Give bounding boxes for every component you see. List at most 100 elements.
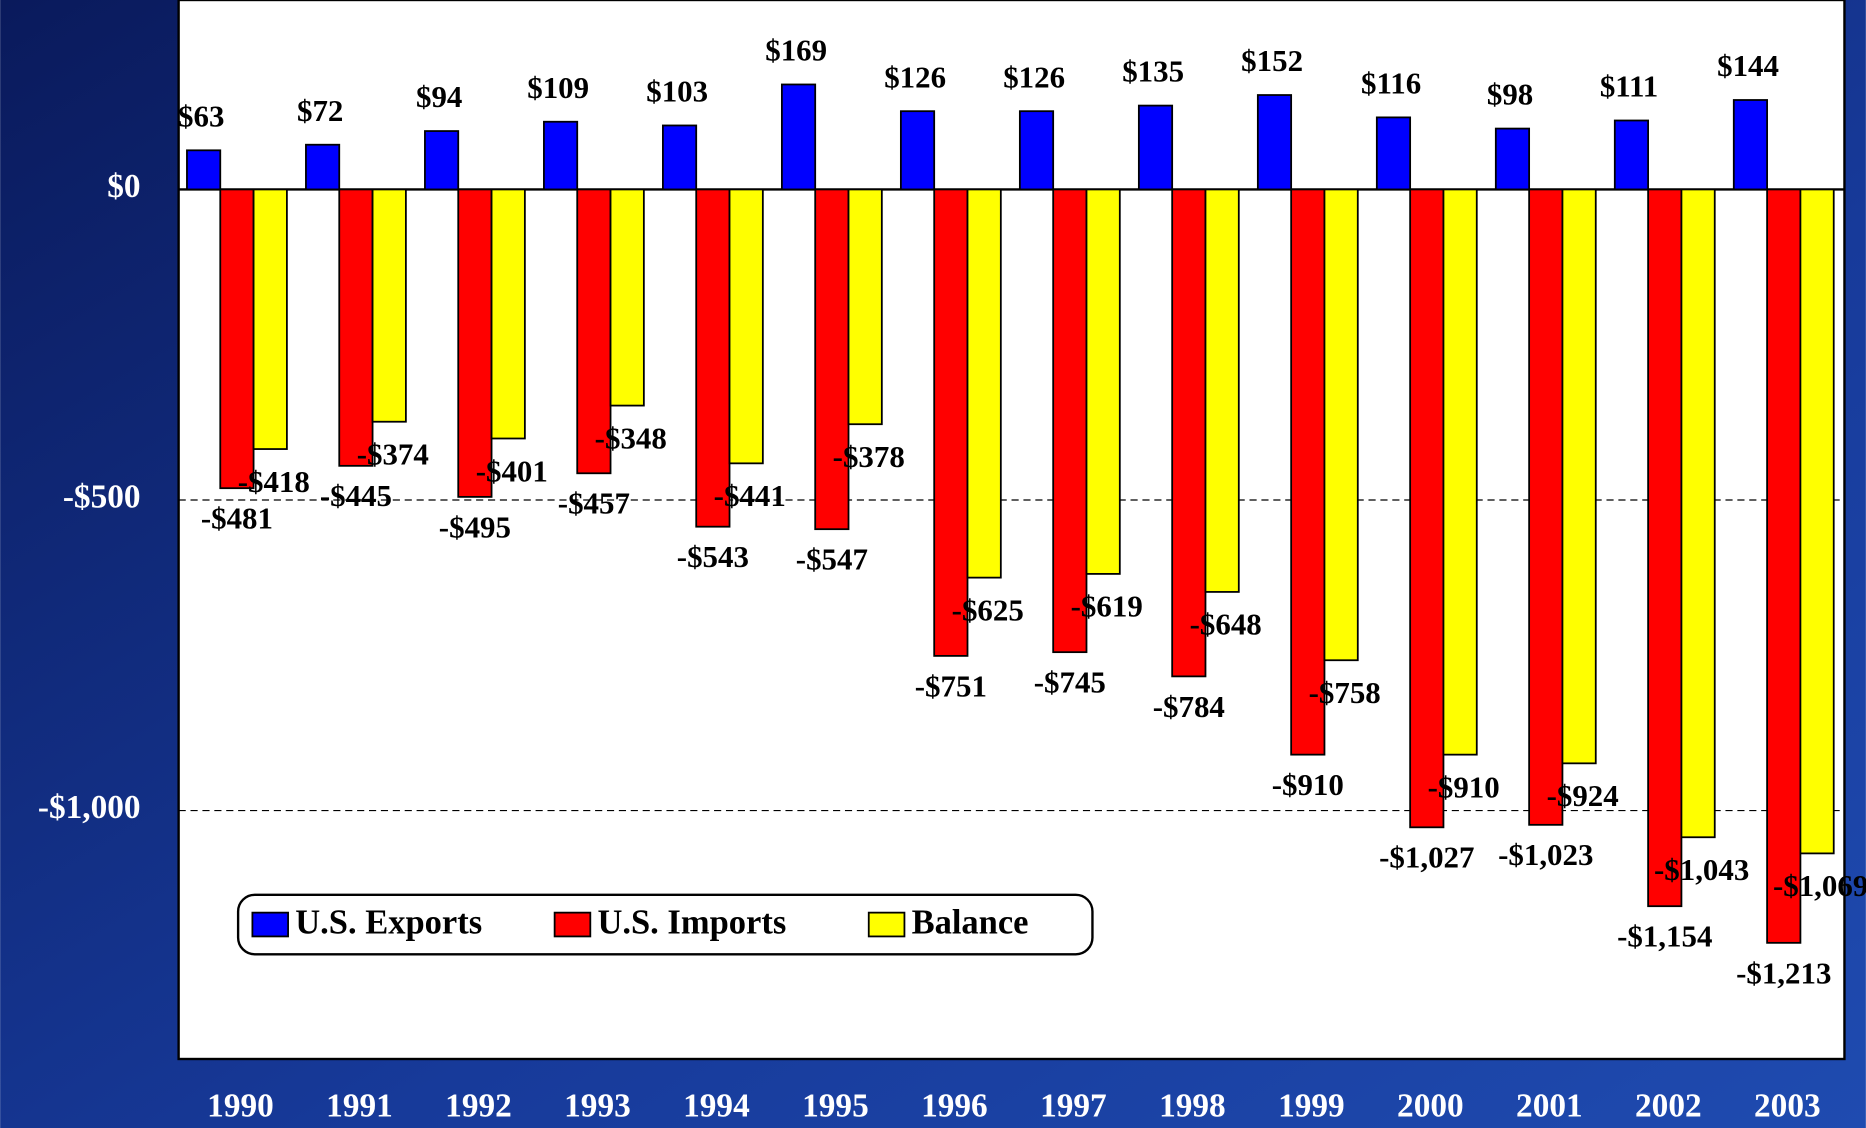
data-label: -$441	[714, 478, 786, 513]
bar	[457, 188, 493, 498]
data-label: -$1,213	[1736, 955, 1831, 990]
data-label: -$418	[238, 464, 310, 499]
x-tick-label: 2002	[1635, 1088, 1702, 1125]
bar	[780, 83, 817, 191]
bar	[1732, 99, 1768, 191]
bar	[695, 188, 731, 528]
bar	[899, 110, 936, 191]
bar	[1323, 188, 1359, 662]
bar	[1256, 94, 1293, 191]
data-label: -$1,023	[1498, 837, 1593, 872]
bar	[219, 188, 255, 490]
x-tick-label: 1990	[207, 1088, 274, 1125]
legend-swatch	[553, 911, 592, 938]
data-label: $144	[1717, 48, 1779, 83]
data-label: $98	[1487, 77, 1533, 112]
bar	[1561, 188, 1597, 765]
bar	[1052, 188, 1088, 654]
bar	[1647, 188, 1683, 908]
bar	[490, 188, 526, 440]
bar	[1290, 188, 1326, 756]
data-label: $126	[884, 59, 946, 94]
data-label: $152	[1241, 43, 1303, 78]
x-tick-label: 2001	[1516, 1088, 1583, 1125]
data-label: -$745	[1034, 665, 1106, 700]
bar	[252, 188, 288, 450]
bar	[543, 120, 579, 191]
bar	[1375, 116, 1412, 191]
legend-swatch	[867, 911, 906, 938]
data-label: $109	[527, 70, 589, 105]
data-label: $103	[646, 74, 708, 109]
bar	[1799, 188, 1835, 855]
x-tick-label: 1996	[921, 1088, 988, 1125]
bar	[1680, 188, 1716, 839]
bar	[186, 149, 222, 191]
bar	[1766, 188, 1802, 944]
y-tick-label: -$500	[63, 479, 141, 516]
legend-label: U.S. Imports	[597, 904, 786, 942]
bar	[1018, 110, 1055, 191]
data-label: -$619	[1071, 589, 1143, 624]
data-label: -$758	[1309, 675, 1381, 710]
bar	[814, 188, 850, 531]
data-label: $72	[297, 93, 343, 128]
bar	[609, 188, 645, 407]
bar	[338, 188, 374, 467]
bar	[662, 124, 698, 191]
x-tick-label: 2003	[1754, 1088, 1821, 1125]
data-label: -$1,069	[1773, 868, 1866, 903]
data-label: -$924	[1547, 778, 1619, 813]
legend-label: U.S. Exports	[295, 904, 482, 942]
x-tick-label: 1991	[326, 1088, 393, 1125]
data-label: $111	[1600, 69, 1658, 104]
data-label: -$1,027	[1379, 840, 1474, 875]
data-label: $126	[1003, 59, 1065, 94]
data-label: -$1,043	[1654, 852, 1749, 887]
data-label: -$378	[833, 439, 905, 474]
bar	[1613, 119, 1650, 191]
x-tick-label: 1992	[445, 1088, 512, 1125]
data-label: $135	[1122, 54, 1184, 89]
data-label: -$543	[677, 539, 749, 574]
bar	[424, 130, 460, 191]
data-label: -$481	[201, 501, 273, 536]
x-tick-label: 1999	[1278, 1088, 1345, 1125]
bar	[933, 188, 969, 657]
data-label: -$374	[357, 437, 429, 472]
x-tick-label: 1993	[564, 1088, 631, 1125]
bar	[1494, 127, 1531, 191]
data-label: -$625	[952, 592, 1024, 627]
data-label: $116	[1361, 66, 1421, 101]
data-label: -$348	[595, 420, 667, 455]
bar	[1137, 104, 1174, 191]
bar	[847, 188, 883, 426]
data-label: -$751	[915, 668, 987, 703]
data-label: $169	[765, 33, 827, 68]
y-tick-label: -$1,000	[38, 789, 141, 826]
data-label: -$495	[439, 509, 511, 544]
x-tick-label: 1994	[683, 1088, 750, 1125]
x-tick-label: 1998	[1159, 1088, 1226, 1125]
bar	[371, 188, 407, 423]
data-label: $94	[416, 79, 462, 114]
data-label: -$910	[1428, 769, 1500, 804]
data-label: -$401	[476, 453, 548, 488]
bar	[966, 188, 1002, 579]
bar	[1528, 188, 1564, 826]
bar	[1442, 188, 1478, 756]
bar	[1204, 188, 1240, 593]
data-label: -$445	[320, 478, 392, 513]
data-label: -$648	[1190, 607, 1262, 642]
legend-box	[236, 893, 1094, 956]
data-label: -$1,154	[1617, 919, 1712, 954]
legend-label: Balance	[912, 904, 1029, 942]
data-label: $63	[178, 98, 224, 133]
data-label: -$547	[796, 542, 868, 577]
bar	[1085, 188, 1121, 575]
bar	[728, 188, 764, 465]
bar	[1409, 188, 1445, 829]
bar	[305, 143, 341, 191]
